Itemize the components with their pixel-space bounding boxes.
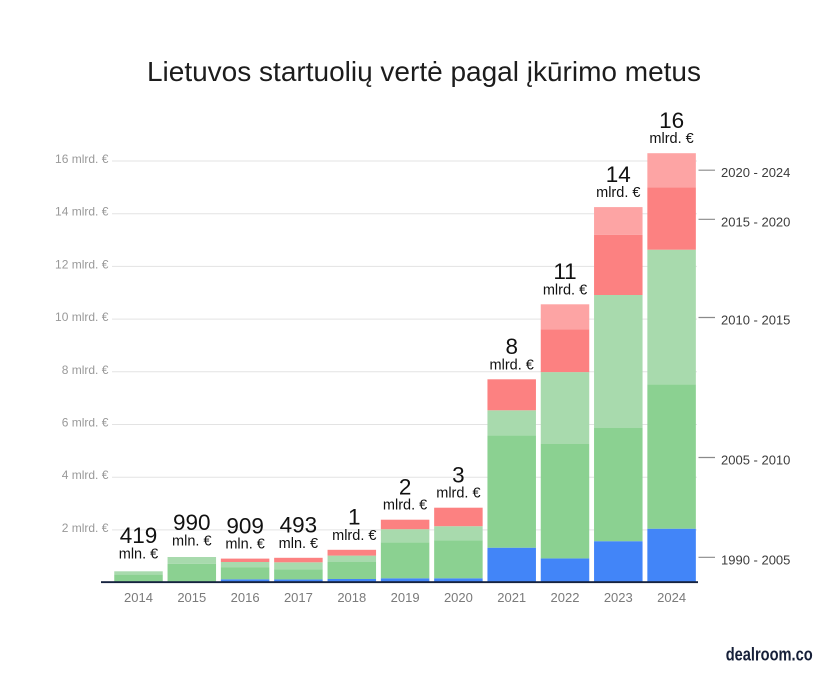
svg-text:16 mlrd. €: 16 mlrd. € (55, 152, 109, 166)
svg-text:6 mlrd. €: 6 mlrd. € (62, 416, 109, 430)
svg-text:2023: 2023 (604, 590, 633, 605)
svg-text:mln. €: mln. € (279, 536, 319, 552)
svg-text:2016: 2016 (231, 590, 260, 605)
svg-text:mlrd. €: mlrd. € (543, 282, 587, 298)
svg-text:mlrd. €: mlrd. € (383, 498, 427, 514)
svg-text:909: 909 (226, 514, 264, 539)
svg-text:4 mlrd. €: 4 mlrd. € (62, 468, 109, 482)
svg-text:2010 - 2015: 2010 - 2015 (721, 313, 790, 328)
svg-text:2020: 2020 (444, 590, 473, 605)
svg-text:2 mlrd. €: 2 mlrd. € (62, 521, 109, 535)
svg-text:12 mlrd. €: 12 mlrd. € (55, 257, 109, 271)
svg-text:3: 3 (452, 463, 465, 488)
svg-text:2018: 2018 (337, 590, 366, 605)
svg-text:mln. €: mln. € (172, 533, 212, 549)
svg-text:2020 - 2024: 2020 - 2024 (721, 165, 790, 180)
svg-text:2: 2 (399, 475, 412, 500)
svg-text:8: 8 (505, 334, 518, 359)
svg-text:dealroom.co: dealroom.co (726, 644, 813, 665)
svg-text:419: 419 (120, 523, 158, 548)
svg-text:mlrd. €: mlrd. € (332, 528, 376, 544)
svg-text:2015 - 2020: 2015 - 2020 (721, 214, 790, 229)
svg-text:mlrd. €: mlrd. € (596, 185, 640, 201)
svg-text:14: 14 (606, 162, 631, 187)
svg-text:10 mlrd. €: 10 mlrd. € (55, 310, 109, 324)
svg-text:2021: 2021 (497, 590, 526, 605)
svg-text:2022: 2022 (551, 590, 580, 605)
svg-text:1990 - 2005: 1990 - 2005 (721, 552, 790, 567)
svg-text:2017: 2017 (284, 590, 313, 605)
svg-text:1: 1 (348, 505, 361, 530)
svg-text:Lietuvos startuolių vertė paga: Lietuvos startuolių vertė pagal įkūrimo … (147, 56, 701, 87)
svg-text:mlrd. €: mlrd. € (436, 486, 480, 502)
svg-text:mln. €: mln. € (225, 537, 265, 553)
svg-text:2024: 2024 (657, 590, 686, 605)
svg-text:2019: 2019 (391, 590, 420, 605)
svg-text:8 mlrd. €: 8 mlrd. € (62, 363, 109, 377)
svg-text:2015: 2015 (177, 590, 206, 605)
svg-text:11: 11 (553, 259, 576, 284)
svg-text:2014: 2014 (124, 590, 153, 605)
svg-text:16: 16 (659, 108, 684, 133)
svg-text:mlrd. €: mlrd. € (490, 357, 534, 373)
svg-text:mln. €: mln. € (119, 546, 159, 562)
svg-text:mlrd. €: mlrd. € (649, 131, 693, 147)
svg-text:14 mlrd. €: 14 mlrd. € (55, 205, 109, 219)
svg-text:493: 493 (280, 513, 318, 538)
svg-text:2005 - 2010: 2005 - 2010 (721, 453, 790, 468)
svg-text:990: 990 (173, 510, 211, 535)
